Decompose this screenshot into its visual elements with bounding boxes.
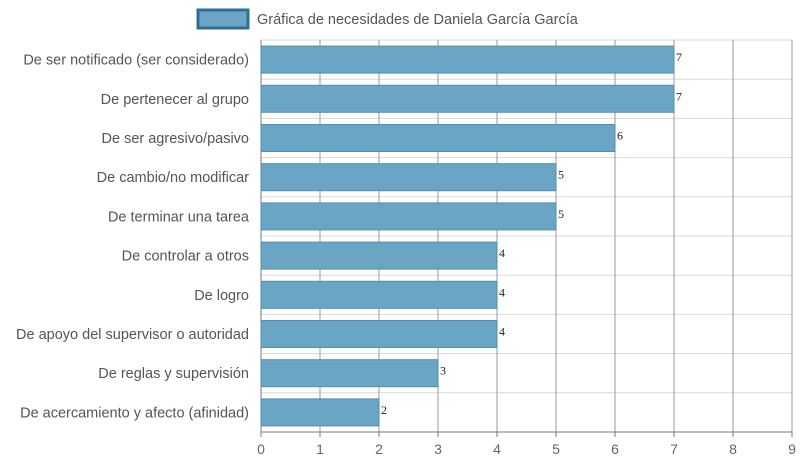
bar-value-label: 2 [381, 403, 387, 417]
category-label: De ser agresivo/pasivo [102, 131, 250, 147]
bar-value-label: 7 [676, 50, 682, 64]
category-label: De logro [194, 288, 249, 304]
bar-value-label: 6 [617, 129, 623, 143]
x-tick-label: 9 [788, 441, 796, 457]
bar [260, 45, 675, 74]
bar-value-label: 3 [440, 364, 446, 378]
x-tick-label: 8 [729, 441, 737, 457]
bar [260, 359, 439, 388]
legend: Gráfica de necesidades de Daniela García… [196, 8, 579, 30]
bar [260, 84, 675, 113]
legend-swatch [196, 8, 250, 30]
category-label: De reglas y supervisión [98, 366, 249, 382]
category-label: De pertenecer al grupo [101, 92, 249, 108]
bar [260, 398, 380, 427]
bar [260, 280, 498, 309]
category-labels: De ser notificado (ser considerado) De pe… [16, 53, 250, 422]
category-label: De acercamiento y afecto (afinidad) [20, 405, 249, 421]
bar [260, 320, 498, 348]
bar-value-label: 4 [499, 325, 505, 339]
category-label: De cambio/no modificar [97, 170, 249, 186]
x-tick-label: 3 [434, 441, 442, 457]
x-axis: 0 1 2 3 4 5 6 7 8 9 [257, 431, 796, 457]
bar-value-label: 4 [499, 285, 505, 299]
x-tick-label: 6 [611, 441, 619, 457]
x-tick-label: 7 [670, 441, 678, 457]
legend-label: Gráfica de necesidades de Daniela García… [257, 12, 579, 28]
bar-value-label: 4 [499, 246, 505, 260]
bar-value-label: 5 [558, 168, 564, 182]
category-label: De terminar una tarea [108, 209, 250, 225]
category-label: De apoyo del supervisor o autoridad [16, 327, 249, 343]
category-label: De controlar a otros [122, 249, 249, 265]
x-tick-label: 1 [316, 441, 324, 457]
bar [260, 202, 557, 231]
bars [260, 45, 675, 427]
value-labels: 7 7 6 5 5 4 4 4 3 2 [381, 50, 682, 417]
bar-value-label: 5 [558, 207, 564, 221]
x-tick-label: 4 [493, 441, 501, 457]
x-tick-label: 5 [552, 441, 560, 457]
x-tick-label: 2 [375, 441, 383, 457]
bar [260, 163, 557, 192]
category-label: De ser notificado (ser considerado) [23, 53, 249, 69]
bar [260, 241, 498, 270]
bar [260, 124, 616, 152]
bar-value-label: 7 [676, 89, 682, 103]
x-tick-label: 0 [257, 441, 265, 457]
